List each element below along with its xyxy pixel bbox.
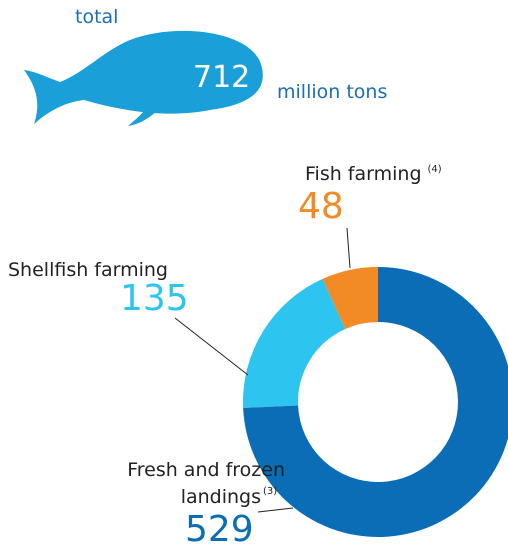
- footnote: (3): [263, 486, 277, 497]
- whale-fin: [128, 104, 160, 126]
- slice-label: Fresh and frozen landings: [127, 459, 285, 508]
- slice-label: Fish farming: [305, 163, 422, 185]
- leader-line: [174, 317, 249, 376]
- slice-value: 529: [185, 509, 254, 550]
- leader-line: [346, 227, 351, 269]
- slice-value: 135: [120, 278, 189, 319]
- footnote: (4): [428, 164, 442, 175]
- leader-line: [257, 507, 294, 513]
- slice-label: Shellfish farming: [8, 259, 168, 281]
- total-label: total: [75, 6, 118, 28]
- donut-segment: [243, 278, 346, 408]
- whale-icon: [24, 30, 263, 124]
- total-value: 712: [193, 60, 250, 95]
- donut-segment: [322, 267, 378, 330]
- total-unit: million tons: [277, 81, 387, 103]
- donut-segment: [243, 267, 508, 537]
- slice-value: 48: [298, 186, 344, 227]
